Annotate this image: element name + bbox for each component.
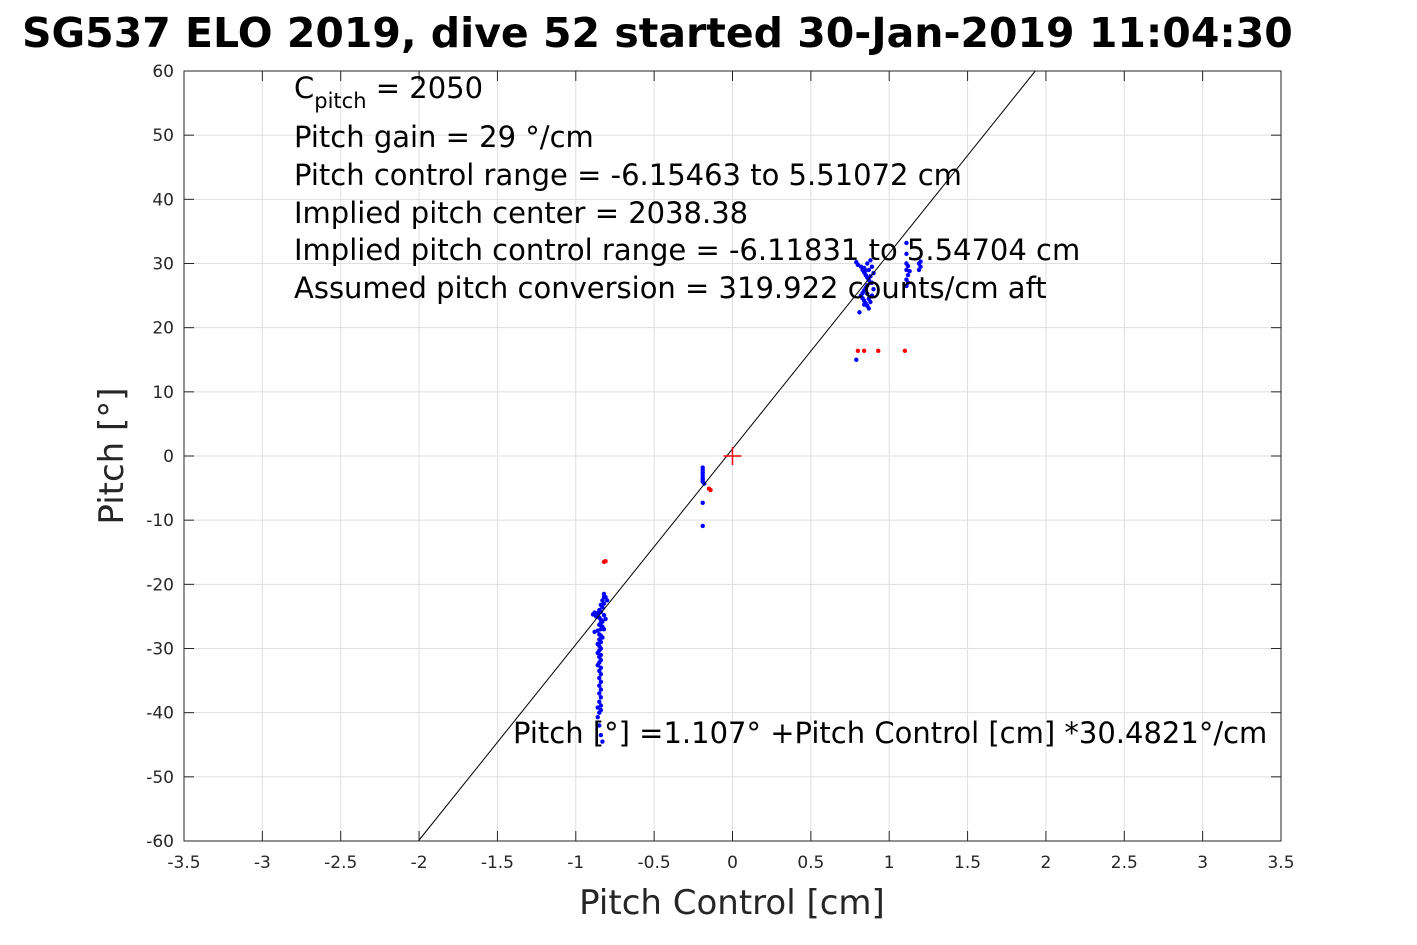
tick-marks (183, 70, 1282, 842)
chart-title: SG537 ELO 2019, dive 52 started 30-Jan-2… (22, 9, 1293, 57)
red-data-point (876, 348, 881, 353)
x-tick-label: 3 (1197, 853, 1208, 873)
blue-data-point (863, 268, 868, 273)
x-tick-label: -1.5 (481, 853, 514, 873)
y-tick-label: -60 (146, 832, 174, 852)
blue-data-point (592, 629, 597, 635)
blue-data-point (907, 269, 912, 274)
y-tick-label: 10 (152, 383, 174, 403)
fit-equation: Pitch [°] =1.107° +Pitch Control [cm] *3… (513, 716, 1267, 750)
blue-data-point (905, 272, 911, 278)
annotation-c-pitch: Cpitch = 2050 (294, 71, 483, 113)
blue-data-point (854, 357, 859, 362)
blue-data-point (597, 699, 602, 704)
y-tick-label: -30 (146, 640, 174, 660)
x-tick-label: -1 (567, 853, 584, 873)
y-tick-label: -20 (146, 575, 174, 595)
data-layer (417, 70, 1036, 842)
blue-data-point (595, 705, 600, 710)
red-data-point (603, 559, 608, 564)
x-tick-label: 0 (727, 853, 738, 873)
blue-data-point (865, 291, 870, 296)
blue-data-point (598, 732, 604, 738)
blue-data-point (595, 662, 600, 668)
red-data-point (861, 348, 867, 353)
blue-data-point (868, 258, 873, 263)
blue-data-point (595, 714, 600, 720)
blue-data-point (866, 296, 872, 301)
blue-data-point (904, 283, 909, 289)
blue-data-point (600, 605, 605, 610)
x-axis-label: Pitch Control [cm] (579, 883, 885, 923)
y-tick-label: 0 (163, 447, 174, 467)
blue-data-point (603, 616, 608, 622)
y-tick-label: -50 (146, 768, 174, 788)
blue-data-point (700, 500, 705, 506)
annotation-implied-pitch-control-range: Implied pitch control range = -6.11831 t… (294, 233, 1080, 267)
x-tick-label: 0.5 (797, 853, 824, 873)
blue-data-point (918, 259, 923, 264)
x-tick-label: 1.5 (954, 853, 981, 873)
blue-data-point (871, 286, 876, 292)
c-pitch-value: = 2050 (367, 71, 484, 105)
blue-data-point (597, 675, 602, 681)
blue-data-point (700, 523, 705, 529)
y-tick-labels: -60 -50 -40 -30 -20 -10 0 10 20 30 40 50 60 (146, 62, 174, 852)
blue-data-point (604, 598, 610, 603)
blue-data-point (598, 695, 604, 700)
y-axis-label: Pitch [°] (92, 387, 132, 524)
blue-data-point (597, 691, 602, 696)
x-tick-label: 3.5 (1267, 853, 1294, 873)
y-tick-label: 50 (152, 126, 174, 146)
blue-data-point (869, 280, 875, 285)
blue-data-point (869, 293, 875, 298)
annotation-assumed-pitch-conversion: Assumed pitch conversion = 319.922 count… (294, 271, 1047, 305)
blue-data-point (904, 251, 909, 257)
blue-data-point (916, 267, 922, 273)
y-tick-label: -40 (146, 704, 174, 724)
red-data-point (708, 487, 713, 493)
scatter-points (590, 240, 923, 744)
annotation-pitch-gain: Pitch gain = 29 °/cm (294, 120, 594, 154)
x-tick-label: 1 (884, 853, 895, 873)
blue-data-point (597, 683, 602, 688)
x-tick-label: 2.5 (1111, 853, 1138, 873)
y-tick-label: 30 (152, 255, 174, 275)
red-data-point (855, 348, 861, 353)
blue-data-point (601, 627, 607, 632)
y-tick-label: 60 (152, 62, 174, 82)
blue-data-point (600, 739, 605, 744)
blue-data-point (601, 612, 607, 618)
center-marker (723, 447, 742, 465)
annotation-block: Cpitch = 2050 Pitch gain = 29 °/cm Pitch… (294, 71, 1080, 305)
blue-data-point (904, 240, 909, 246)
red-data-point (902, 348, 908, 353)
blue-data-point (905, 263, 911, 269)
x-tick-label: -3 (254, 853, 271, 873)
blue-data-point (869, 264, 875, 269)
x-tick-label: 2 (1041, 853, 1052, 873)
blue-data-point (857, 310, 862, 315)
c-pitch-symbol: C (294, 71, 314, 105)
blue-data-point (865, 261, 870, 266)
x-tick-labels: -3.5 -3 -2.5 -2 -1.5 -1 -0.5 0 0.5 1 1.5 2 2.5 3 3.5 (167, 853, 1294, 873)
x-tick-label: -2.5 (324, 853, 357, 873)
blue-data-point (866, 306, 872, 311)
blue-data-point (597, 723, 602, 728)
y-tick-label: -10 (146, 511, 174, 531)
x-tick-label: -2 (411, 853, 428, 873)
annotation-pitch-control-range: Pitch control range = -6.15463 to 5.5107… (294, 158, 962, 192)
blue-data-point (861, 302, 867, 307)
y-tick-label: 20 (152, 319, 174, 339)
x-tick-label: -3.5 (167, 853, 200, 873)
x-tick-label: -0.5 (638, 853, 671, 873)
blue-data-point (598, 679, 604, 685)
blue-data-point (598, 687, 604, 692)
blue-data-point (598, 671, 604, 677)
y-tick-label: 40 (152, 190, 174, 210)
c-pitch-subscript: pitch (314, 89, 366, 113)
annotation-implied-pitch-center: Implied pitch center = 2038.38 (294, 196, 748, 230)
blue-data-point (597, 710, 602, 715)
